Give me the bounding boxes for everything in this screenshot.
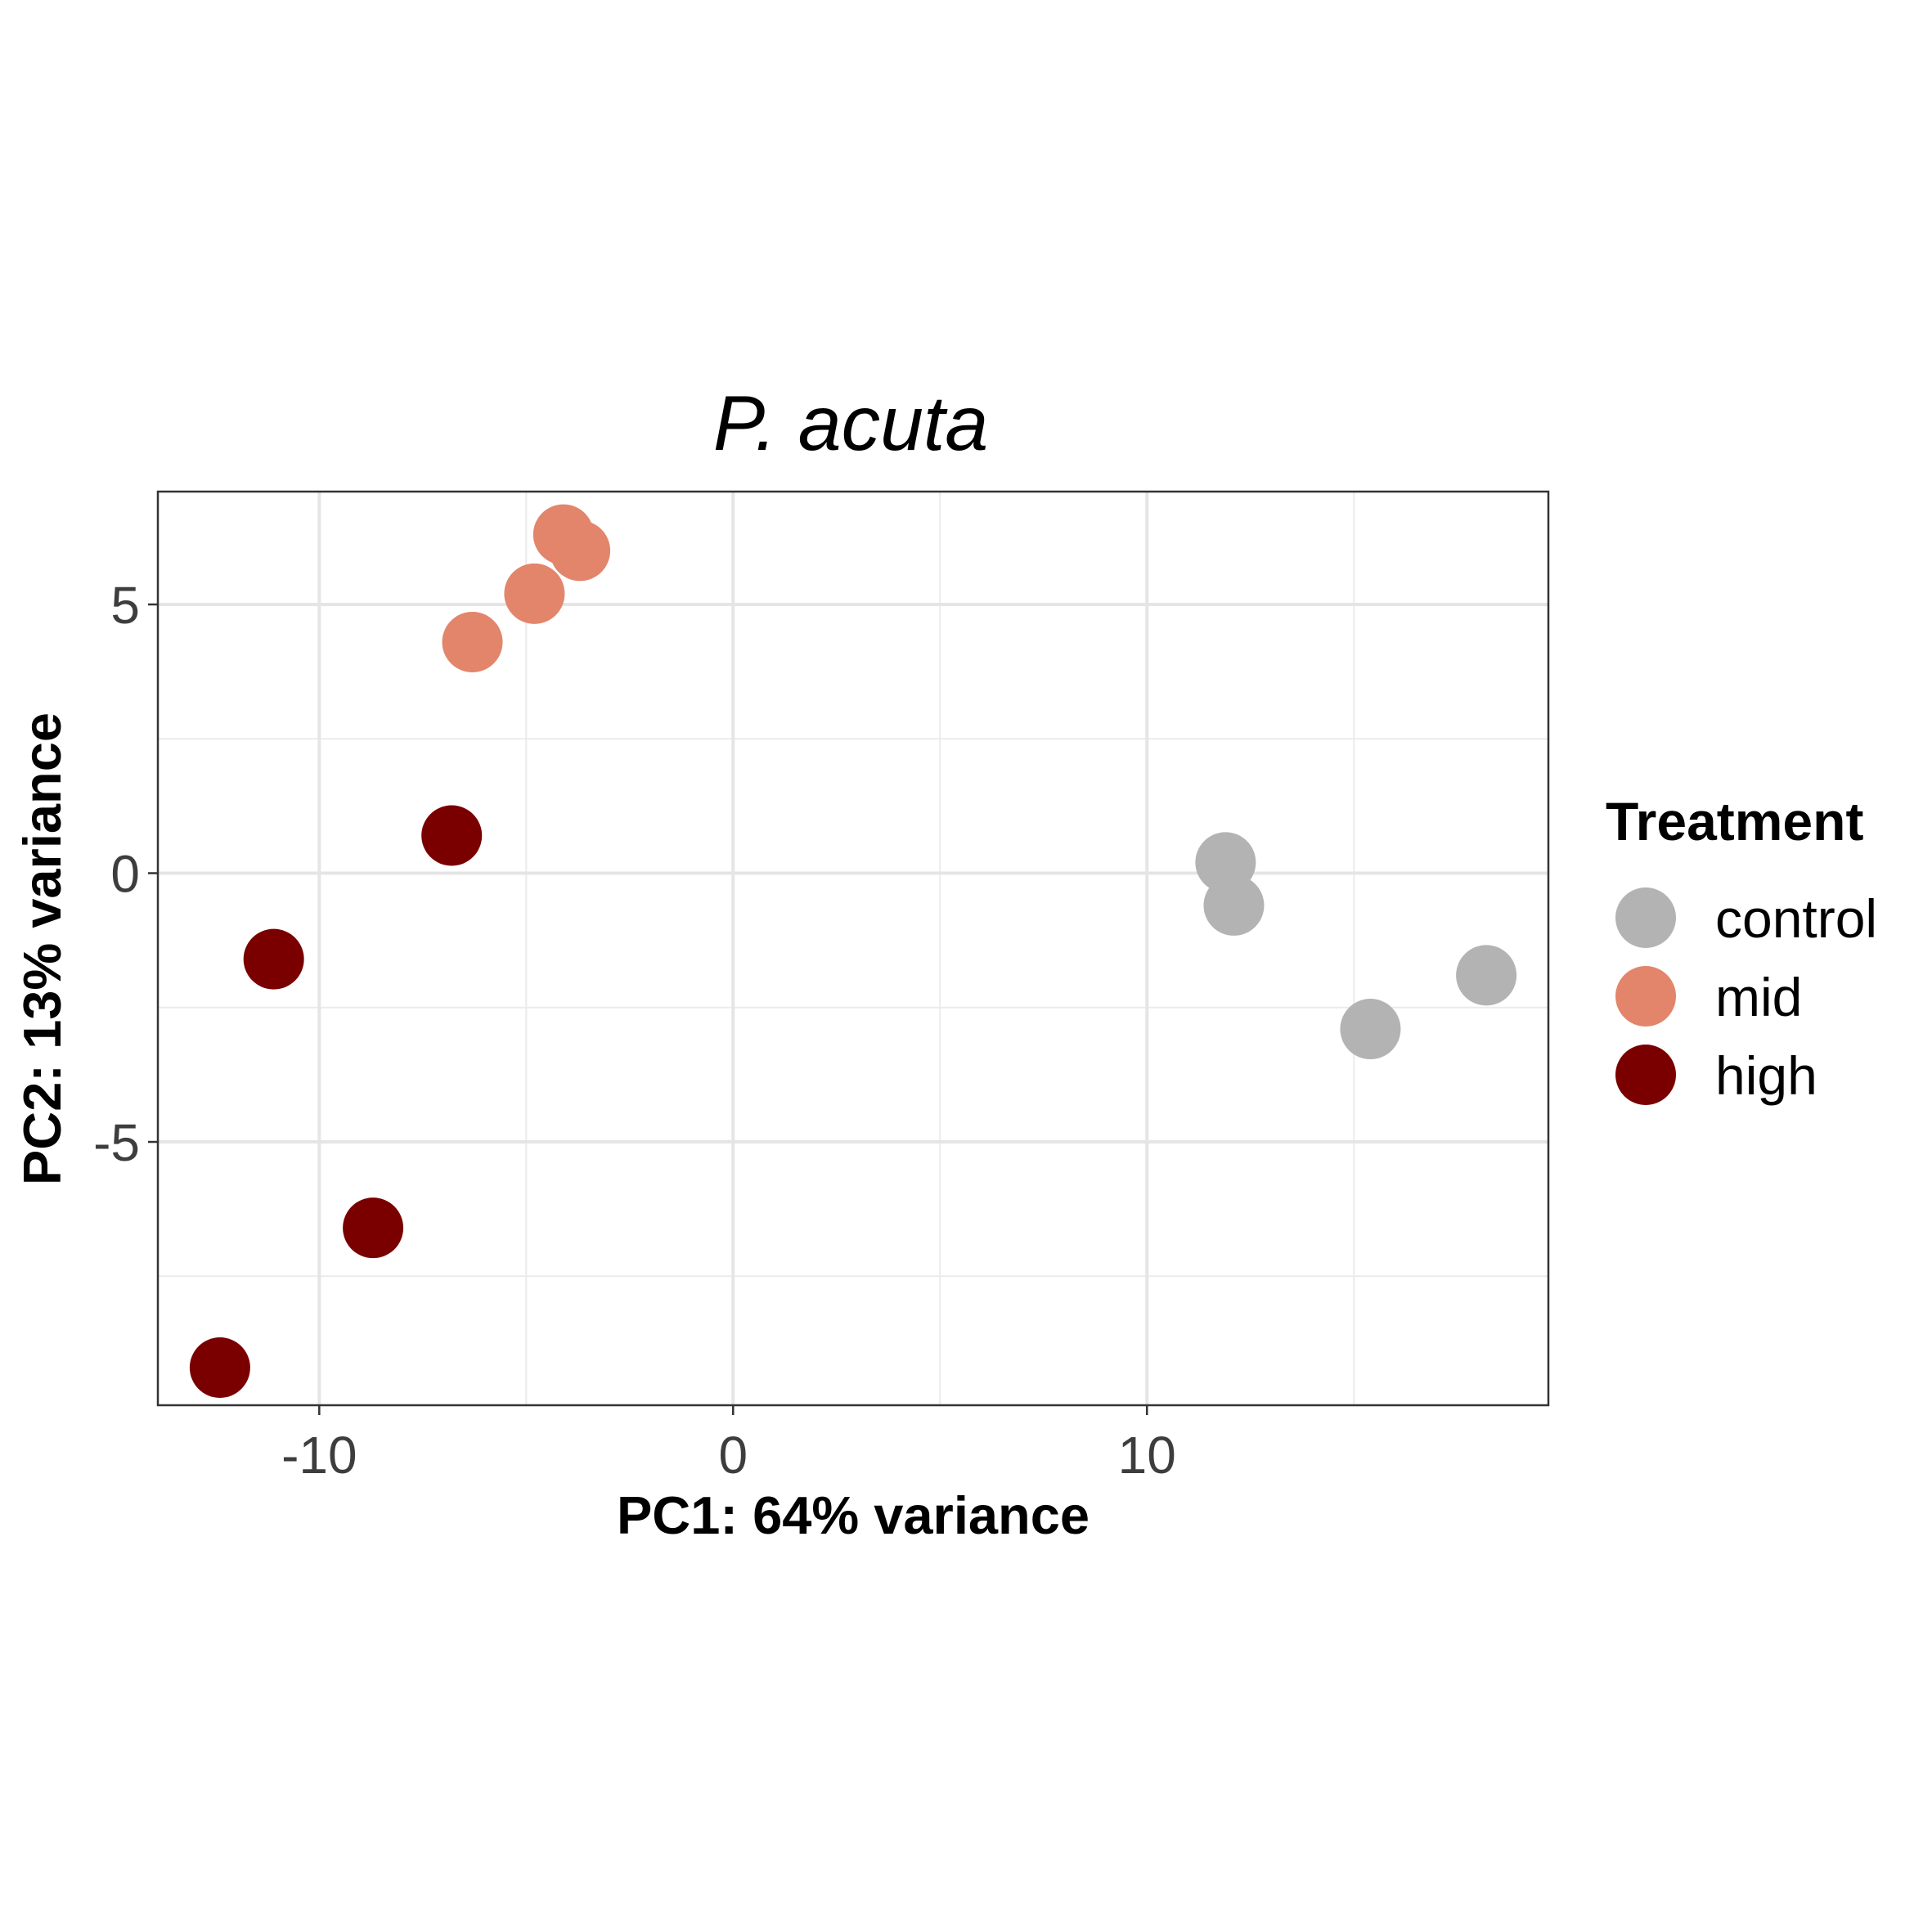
data-point-high — [343, 1197, 404, 1259]
y-tick-label: 0 — [110, 845, 140, 904]
data-point-mid — [504, 563, 565, 624]
x-axis: -10 0 10 — [281, 1405, 1176, 1485]
chart-title: P. acuta — [713, 380, 988, 467]
legend-label-high: high — [1715, 1045, 1817, 1106]
data-point-mid — [550, 520, 611, 582]
data-point-control — [1340, 999, 1401, 1060]
plot-border — [156, 490, 1550, 1407]
data-point-mid — [442, 611, 503, 672]
data-point-control — [1456, 945, 1517, 1006]
y-axis-title: PC2: 13% variance — [12, 712, 72, 1185]
legend-items: control mid high — [1615, 887, 1877, 1106]
legend: Treatment control mid high — [1606, 791, 1877, 1106]
legend-title: Treatment — [1606, 791, 1863, 851]
grid-lines — [158, 492, 1548, 1405]
x-tick-label: 10 — [1118, 1426, 1176, 1485]
legend-key-high — [1615, 1045, 1676, 1105]
plot-area — [156, 490, 1550, 1407]
x-tick-label: 0 — [718, 1426, 748, 1485]
data-points — [189, 504, 1517, 1399]
legend-label-control: control — [1715, 888, 1877, 949]
legend-key-mid — [1615, 966, 1676, 1027]
y-axis: 5 0 -5 — [93, 576, 158, 1172]
y-tick-label: 5 — [110, 576, 140, 635]
plot-panel — [158, 492, 1548, 1405]
data-point-high — [243, 928, 304, 990]
legend-key-control — [1615, 887, 1676, 948]
data-point-high — [189, 1337, 250, 1399]
y-tick-label: -5 — [93, 1113, 140, 1172]
x-tick-label: -10 — [281, 1426, 357, 1485]
legend-label-mid: mid — [1715, 967, 1802, 1027]
x-axis-title: PC1: 64% variance — [617, 1485, 1090, 1545]
data-point-high — [421, 805, 483, 866]
data-point-control — [1203, 874, 1265, 936]
